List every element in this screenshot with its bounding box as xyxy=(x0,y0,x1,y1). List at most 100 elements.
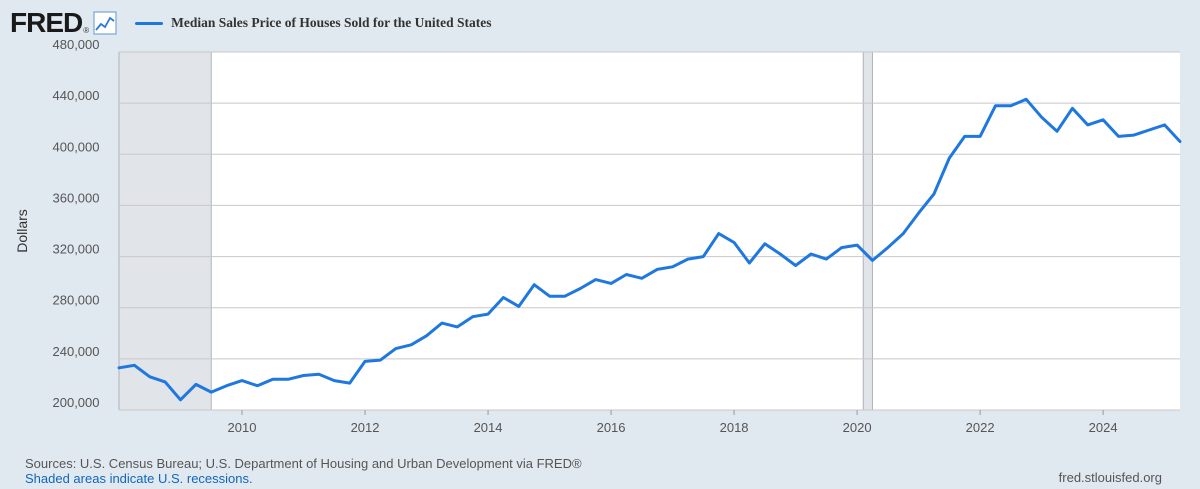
legend-swatch xyxy=(135,21,164,25)
x-tick-label-4: 2018 xyxy=(720,420,749,435)
footer-sources: Sources: U.S. Census Bureau; U.S. Depart… xyxy=(25,456,582,486)
data-point-13 xyxy=(317,373,321,376)
data-point-62 xyxy=(1071,107,1074,110)
data-point-58 xyxy=(1009,104,1013,107)
legend-label: Median Sales Price of Houses Sold for th… xyxy=(171,15,492,30)
data-point-5 xyxy=(194,383,198,386)
data-point-51 xyxy=(902,232,905,235)
x-tick-labels: 2010 2012 2014 2016 2018 2020 2022 2024 xyxy=(228,410,1118,435)
data-point-44 xyxy=(794,264,797,267)
data-point-0 xyxy=(117,366,121,370)
data-point-19 xyxy=(409,343,413,346)
data-point-59 xyxy=(1025,98,1028,101)
data-point-12 xyxy=(302,374,305,377)
y-tick-labels: 200,000 240,000 280,000 320,000 360,000 400,0… xyxy=(53,37,100,410)
data-point-23 xyxy=(471,315,474,318)
data-point-52 xyxy=(917,211,920,215)
data-point-43 xyxy=(779,252,782,256)
data-point-7 xyxy=(225,384,228,387)
data-point-18 xyxy=(394,347,397,350)
data-point-61 xyxy=(1055,130,1059,133)
data-point-46 xyxy=(825,257,828,261)
data-point-35 xyxy=(655,268,659,271)
fred-logo-text: FRED xyxy=(10,7,83,38)
data-point-67 xyxy=(1148,128,1151,132)
data-point-36 xyxy=(671,265,674,268)
y-tick-label-0: 200,000 xyxy=(53,395,100,410)
data-point-11 xyxy=(286,378,290,381)
data-point-16 xyxy=(363,360,367,363)
data-point-32 xyxy=(609,282,613,285)
data-point-31 xyxy=(594,278,597,281)
sparkline-icon xyxy=(93,11,117,35)
fred-logo[interactable]: FRED ® xyxy=(10,9,117,37)
data-point-27 xyxy=(532,283,536,286)
x-tick-label-1: 2012 xyxy=(351,420,380,435)
data-point-57 xyxy=(994,104,997,107)
data-point-65 xyxy=(1117,135,1120,138)
data-point-10 xyxy=(271,378,274,381)
data-point-64 xyxy=(1101,118,1105,121)
data-point-42 xyxy=(763,242,767,245)
data-point-14 xyxy=(333,379,336,382)
legend: Median Sales Price of Houses Sold for th… xyxy=(135,15,492,31)
data-point-9 xyxy=(256,384,259,387)
data-point-4 xyxy=(179,398,182,401)
y-axis-label: Dollars xyxy=(14,209,30,253)
data-point-33 xyxy=(625,273,628,276)
x-tick-label-6: 2022 xyxy=(966,420,995,435)
data-point-38 xyxy=(702,255,705,258)
data-point-1 xyxy=(133,364,136,367)
data-point-66 xyxy=(1132,133,1136,137)
data-point-30 xyxy=(579,287,582,290)
y-tick-label-4: 360,000 xyxy=(53,190,100,205)
data-point-24 xyxy=(486,312,490,316)
data-point-49 xyxy=(871,259,874,262)
data-point-37 xyxy=(686,257,690,261)
data-point-28 xyxy=(548,295,551,298)
y-tick-label-3: 320,000 xyxy=(53,242,100,257)
data-point-54 xyxy=(948,156,951,160)
x-tick-label-3: 2016 xyxy=(597,420,626,435)
recession-band-1 xyxy=(863,52,873,410)
data-point-40 xyxy=(732,241,736,244)
data-point-20 xyxy=(425,334,428,338)
data-point-63 xyxy=(1086,123,1089,127)
y-tick-label-7: 480,000 xyxy=(53,37,100,52)
y-tick-label-6: 440,000 xyxy=(53,88,100,103)
data-point-29 xyxy=(563,295,567,298)
data-point-8 xyxy=(240,379,244,382)
x-tick-label-2: 2014 xyxy=(474,420,503,435)
data-point-48 xyxy=(855,243,859,247)
data-point-17 xyxy=(379,358,382,362)
data-point-6 xyxy=(210,390,213,394)
data-point-45 xyxy=(809,252,813,256)
data-point-68 xyxy=(1163,123,1166,127)
site-url[interactable]: fred.stlouisfed.org xyxy=(1058,470,1162,485)
data-point-3 xyxy=(163,380,167,384)
y-tick-label-1: 240,000 xyxy=(53,344,100,359)
plot-area xyxy=(119,52,1180,410)
recession-band-0 xyxy=(119,52,212,410)
data-point-15 xyxy=(348,381,351,385)
data-point-22 xyxy=(456,325,459,329)
data-point-41 xyxy=(748,261,751,265)
x-tick-label-5: 2020 xyxy=(843,420,872,435)
data-point-69 xyxy=(1178,140,1182,143)
header: FRED ® Median Sales Price of Houses Sold… xyxy=(10,6,492,40)
data-point-50 xyxy=(886,246,890,249)
x-tick-label-0: 2010 xyxy=(228,420,257,435)
data-point-60 xyxy=(1040,116,1043,119)
registered-mark: ® xyxy=(83,25,90,35)
data-point-26 xyxy=(517,305,520,308)
data-point-47 xyxy=(840,246,843,249)
data-point-39 xyxy=(717,232,720,235)
data-point-53 xyxy=(932,192,936,196)
recession-note[interactable]: Shaded areas indicate U.S. recessions. xyxy=(25,471,253,486)
grid-lines xyxy=(119,51,1180,411)
data-point-55 xyxy=(963,135,966,138)
data-point-25 xyxy=(502,296,505,299)
data-point-34 xyxy=(640,277,644,280)
y-tick-label-5: 400,000 xyxy=(53,139,100,154)
